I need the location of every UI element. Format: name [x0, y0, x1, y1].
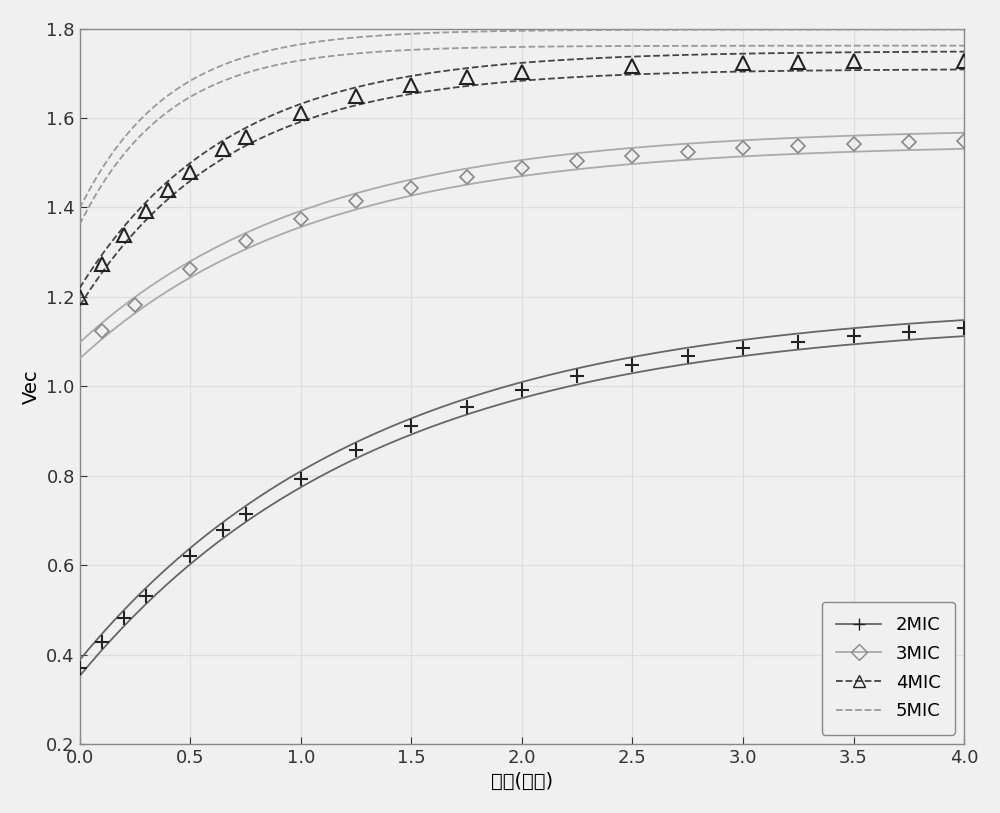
Legend: 2MIC, 3MIC, 4MIC, 5MIC: 2MIC, 3MIC, 4MIC, 5MIC	[822, 602, 955, 735]
X-axis label: 时间(小时): 时间(小时)	[491, 772, 553, 791]
Y-axis label: Vec: Vec	[22, 369, 41, 403]
